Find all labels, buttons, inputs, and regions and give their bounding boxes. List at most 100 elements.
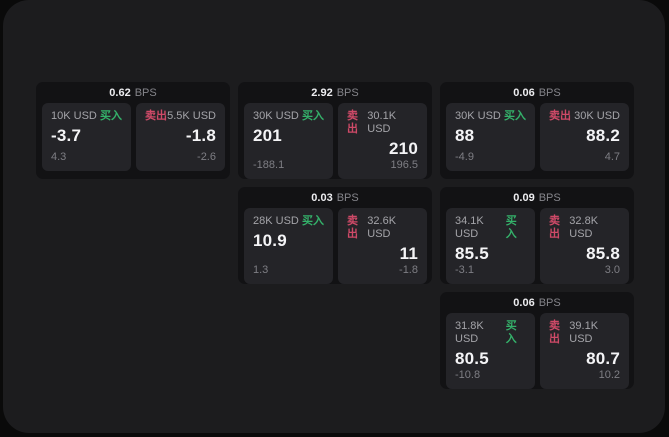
buy-panel[interactable]: 30K USD 买入 201 -188.1: [244, 103, 333, 179]
buy-panel[interactable]: 10K USD 买入 -3.7 4.3: [42, 103, 131, 171]
sell-price: 210: [389, 139, 418, 158]
bps-header: 0.03 BPS: [238, 187, 432, 208]
sell-panel[interactable]: 卖出 30.1K USD 210 196.5: [338, 103, 427, 179]
bps-header: 2.92 BPS: [238, 82, 432, 103]
sell-label: 卖出: [347, 110, 358, 135]
sell-change: 3.0: [604, 264, 620, 276]
buy-size-label: 34.1K USD: [455, 215, 484, 240]
sell-price: 80.7: [586, 349, 620, 368]
bps-unit-label: BPS: [336, 191, 359, 204]
quote-card: 0.09 BPS 34.1K USD 买入 85.5 -3.1 卖出 32.8K…: [440, 187, 634, 284]
bps-header: 0.06 BPS: [440, 292, 634, 313]
sell-change: 4.7: [604, 151, 620, 163]
buy-price: 88: [455, 126, 475, 145]
sell-size-label: 32.8K USD: [569, 215, 599, 240]
sell-size-label: 30K USD: [574, 110, 620, 122]
sell-label: 卖出: [145, 110, 167, 122]
bps-value: 0.09: [513, 191, 535, 204]
buy-label: 买入: [504, 110, 526, 122]
sell-panel-top: 卖出 39.1K USD: [549, 320, 620, 346]
sell-price: 11: [399, 244, 418, 263]
sell-panel-top: 卖出 5.5K USD: [145, 110, 216, 123]
sell-panel-top: 卖出 30.1K USD: [347, 110, 418, 136]
sell-price: 88.2: [586, 126, 620, 145]
quote-card: 0.06 BPS 31.8K USD 买入 80.5 -10.8 卖出 39.1…: [440, 292, 634, 389]
buy-label: 买入: [302, 110, 324, 122]
sell-panel[interactable]: 卖出 5.5K USD -1.8 -2.6: [136, 103, 225, 171]
quote-card: 2.92 BPS 30K USD 买入 201 -188.1 卖出 30.1K …: [238, 82, 432, 179]
sell-size-label: 5.5K USD: [167, 110, 216, 122]
buy-label: 买入: [505, 215, 517, 240]
sell-label: 卖出: [347, 215, 358, 240]
sell-panel[interactable]: 卖出 32.8K USD 85.8 3.0: [540, 208, 629, 284]
bps-unit-label: BPS: [538, 191, 561, 204]
buy-panel[interactable]: 28K USD 买入 10.9 1.3: [244, 208, 333, 284]
buy-size-label: 30K USD: [253, 110, 299, 122]
bps-value: 2.92: [311, 86, 333, 99]
sell-label: 卖出: [549, 320, 560, 345]
sell-panel-top: 卖出 30K USD: [549, 110, 620, 123]
buy-panel[interactable]: 34.1K USD 买入 85.5 -3.1: [446, 208, 535, 284]
buy-panel-top: 28K USD 买入: [253, 215, 324, 228]
buy-price: 80.5: [455, 349, 489, 368]
sell-panel-top: 卖出 32.6K USD: [347, 215, 418, 241]
buy-change: 4.3: [51, 151, 67, 163]
buy-panel-top: 30K USD 买入: [253, 110, 324, 123]
bps-header: 0.09 BPS: [440, 187, 634, 208]
bps-value: 0.03: [311, 191, 333, 204]
buy-price: 201: [253, 126, 282, 145]
buy-panel-top: 30K USD 买入: [455, 110, 526, 123]
sell-panel[interactable]: 卖出 39.1K USD 80.7 10.2: [540, 313, 629, 389]
bps-value: 0.06: [513, 296, 535, 309]
sell-panel[interactable]: 卖出 30K USD 88.2 4.7: [540, 103, 629, 171]
sell-change: 196.5: [390, 159, 418, 171]
buy-price: 85.5: [455, 244, 489, 263]
sell-size-label: 39.1K USD: [569, 320, 599, 345]
sell-panel-top: 卖出 32.8K USD: [549, 215, 620, 241]
buy-change: -188.1: [253, 159, 285, 171]
sell-price: -1.8: [185, 126, 216, 145]
sell-change: 10.2: [598, 369, 620, 381]
card-body: 31.8K USD 买入 80.5 -10.8 卖出 39.1K USD 80.…: [440, 313, 634, 389]
sell-change: -2.6: [197, 151, 216, 163]
card-body: 10K USD 买入 -3.7 4.3 卖出 5.5K USD -1.8 -2.…: [36, 103, 230, 179]
buy-label: 买入: [100, 110, 122, 122]
buy-change: 1.3: [253, 264, 269, 276]
bps-unit-label: BPS: [336, 86, 359, 99]
sell-label: 卖出: [549, 215, 560, 240]
sell-panel[interactable]: 卖出 32.6K USD 11 -1.8: [338, 208, 427, 284]
quote-card: 0.03 BPS 28K USD 买入 10.9 1.3 卖出 32.6K US…: [238, 187, 432, 284]
bps-header: 0.62 BPS: [36, 82, 230, 103]
sell-change: -1.8: [399, 264, 418, 276]
buy-panel-top: 34.1K USD 买入: [455, 215, 526, 241]
buy-panel[interactable]: 31.8K USD 买入 80.5 -10.8: [446, 313, 535, 389]
buy-change: -4.9: [455, 151, 474, 163]
card-body: 34.1K USD 买入 85.5 -3.1 卖出 32.8K USD 85.8…: [440, 208, 634, 284]
bps-unit-label: BPS: [538, 296, 561, 309]
sell-price: 85.8: [586, 244, 620, 263]
card-body: 28K USD 买入 10.9 1.3 卖出 32.6K USD 11 -1.8: [238, 208, 432, 284]
bps-header: 0.06 BPS: [440, 82, 634, 103]
buy-size-label: 31.8K USD: [455, 320, 484, 345]
buy-size-label: 30K USD: [455, 110, 501, 122]
buy-size-label: 10K USD: [51, 110, 97, 122]
buy-panel[interactable]: 30K USD 买入 88 -4.9: [446, 103, 535, 171]
sell-size-label: 30.1K USD: [367, 110, 397, 135]
buy-panel-top: 10K USD 买入: [51, 110, 122, 123]
quote-cards-grid: 0.62 BPS 10K USD 买入 -3.7 4.3 卖出 5.5K USD: [36, 82, 634, 389]
quote-card: 0.62 BPS 10K USD 买入 -3.7 4.3 卖出 5.5K USD: [36, 82, 230, 179]
buy-change: -10.8: [455, 369, 481, 381]
buy-label: 买入: [302, 215, 324, 227]
bps-unit-label: BPS: [538, 86, 561, 99]
sell-label: 卖出: [549, 110, 571, 122]
sell-size-label: 32.6K USD: [367, 215, 397, 240]
bps-unit-label: BPS: [134, 86, 157, 99]
buy-change: -3.1: [455, 264, 474, 276]
bps-value: 0.62: [109, 86, 131, 99]
buy-label: 买入: [505, 320, 517, 345]
buy-price: 10.9: [253, 231, 287, 250]
app-container: 0.62 BPS 10K USD 买入 -3.7 4.3 卖出 5.5K USD: [3, 0, 665, 433]
bps-value: 0.06: [513, 86, 535, 99]
buy-size-label: 28K USD: [253, 215, 299, 227]
quote-card: 0.06 BPS 30K USD 买入 88 -4.9 卖出 30K USD: [440, 82, 634, 179]
